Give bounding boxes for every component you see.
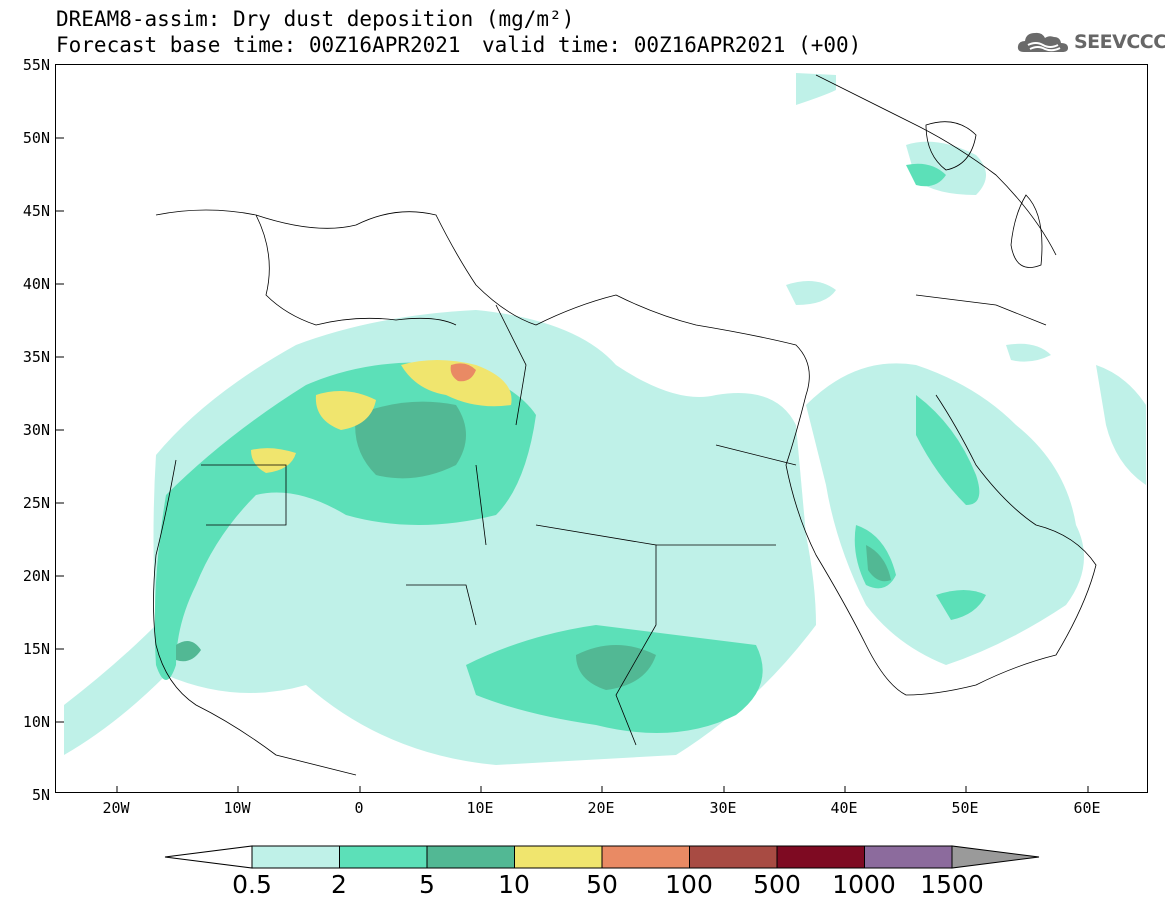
colorbar-label: 5: [419, 870, 435, 899]
colorbar-label: 100: [665, 870, 713, 899]
colorbar-bin: [251, 845, 340, 869]
lat-label: 45N: [22, 202, 50, 220]
lon-label: 0: [354, 799, 364, 817]
lon-label: 40E: [830, 799, 858, 817]
map-title: DREAM8-assim: Dry dust deposition (mg/m²…: [56, 7, 575, 31]
lat-label: 35N: [22, 348, 50, 366]
forecast-base-time: Forecast base time: 00Z16APR2021: [56, 33, 461, 57]
colorbar-label: 50: [586, 870, 618, 899]
colorbar-bin: [776, 845, 865, 869]
seevccc-logo: SEEVCCC: [1016, 28, 1165, 56]
lon-label: 50E: [951, 799, 979, 817]
lat-label: 50N: [22, 129, 50, 147]
dust-deposition-map: [56, 73, 1146, 792]
map-panel: [55, 64, 1148, 793]
lat-label: 20N: [22, 567, 50, 585]
map-ticks: [56, 137, 1089, 792]
colorbar-bin: [514, 845, 603, 869]
colorbar-bin: [339, 845, 428, 869]
deposition-level-5: [176, 401, 891, 690]
lon-label: 20E: [587, 799, 615, 817]
lat-label: 30N: [22, 421, 50, 439]
lat-label: 10N: [22, 713, 50, 731]
colorbar-bin: [601, 845, 690, 869]
lon-label: 20W: [102, 799, 130, 817]
lat-label: 55N: [22, 56, 50, 74]
colorbar-bin: [864, 845, 953, 869]
lon-label: 60E: [1073, 799, 1101, 817]
colorbar-label: 500: [753, 870, 801, 899]
deposition-level-50: [450, 363, 476, 382]
lon-label: 10W: [223, 799, 251, 817]
colorbar-label: 1500: [920, 870, 984, 899]
colorbar-bin: [689, 845, 778, 869]
lon-label: 30E: [709, 799, 737, 817]
cloud-icon: [1017, 32, 1068, 52]
colorbar: [164, 845, 1040, 869]
colorbar-label: 1000: [832, 870, 896, 899]
lat-label: 40N: [22, 275, 50, 293]
logo-text: SEEVCCC: [1074, 31, 1165, 53]
coastlines: [153, 74, 1097, 776]
lon-label: 10E: [466, 799, 494, 817]
lat-label: 15N: [22, 640, 50, 658]
colorbar-label: 0.5: [232, 870, 272, 899]
valid-time: valid time: 00Z16APR2021 (+00): [482, 33, 862, 57]
colorbar-label: 10: [498, 870, 530, 899]
lat-label: 5N: [31, 786, 50, 804]
deposition-level-10: [251, 360, 512, 473]
colorbar-label: 2: [331, 870, 347, 899]
lat-label: 25N: [22, 494, 50, 512]
colorbar-under-triangle: [164, 845, 253, 869]
colorbar-bin: [426, 845, 515, 869]
colorbar-over-triangle: [951, 845, 1040, 869]
